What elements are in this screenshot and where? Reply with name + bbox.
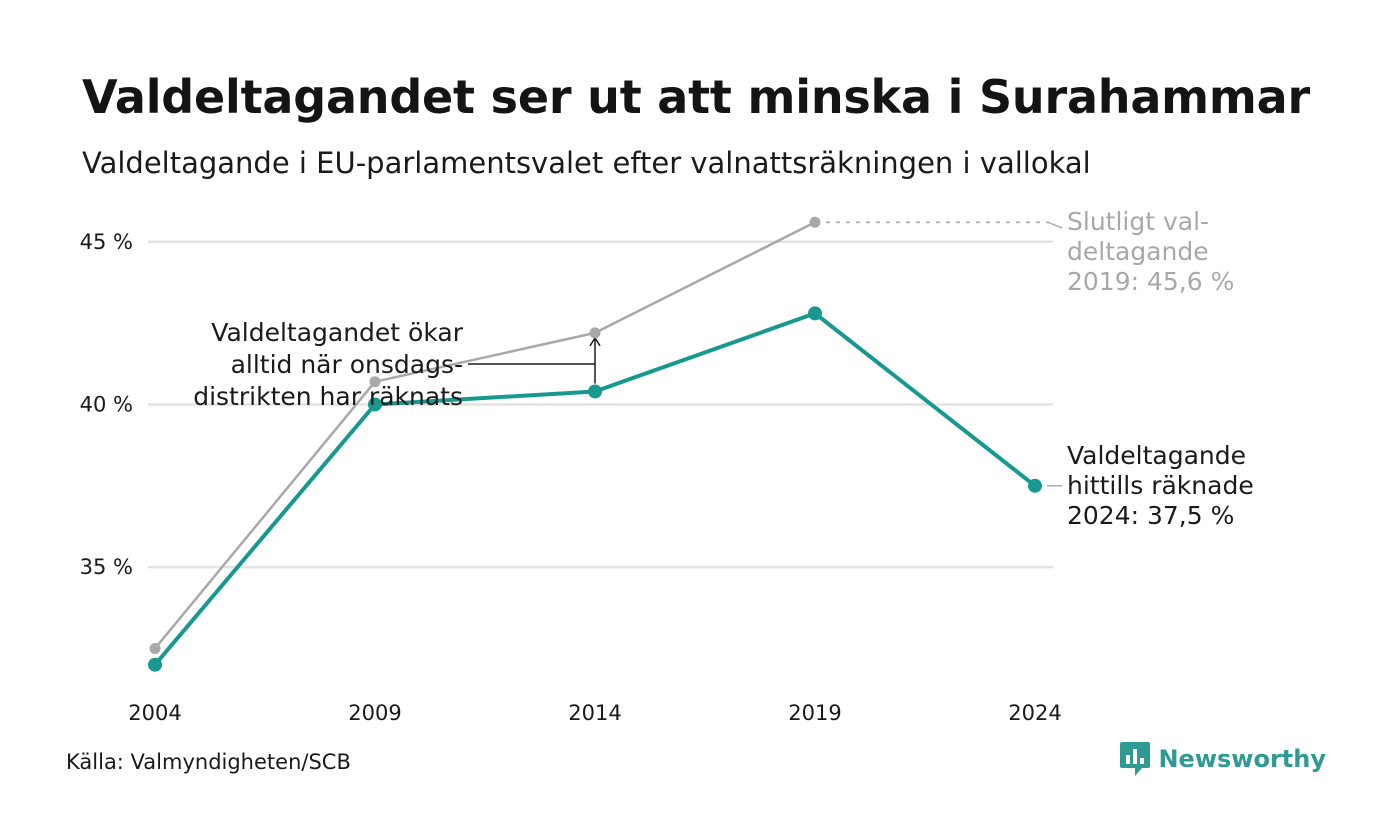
x-tick-label: 2024 [1008, 701, 1061, 725]
source-note: Källa: Valmyndigheten/SCB [66, 750, 351, 774]
data-point-final [589, 327, 601, 339]
series-line-final [154, 221, 816, 650]
annotation-wednesday: alltid när onsdags- [231, 350, 463, 379]
data-point-valnatt [1028, 478, 1042, 493]
annotation-wednesday: Valdeltagandet ökar [211, 318, 463, 347]
data-point-final [369, 376, 381, 388]
annotation-final-2019: 2019: 45,6 % [1067, 267, 1234, 296]
x-tick-label: 2004 [128, 701, 181, 725]
brand-name: Newsworthy [1158, 745, 1326, 773]
y-tick-label: 40 % [80, 392, 133, 416]
data-point-final [149, 642, 161, 654]
chart-title: Valdeltagandet ser ut att minska i Surah… [82, 70, 1310, 124]
x-tick-label: 2009 [348, 701, 401, 725]
data-point-valnatt [588, 384, 602, 399]
bar-chart-icon [1120, 742, 1151, 776]
x-tick-label: 2019 [788, 701, 841, 725]
chart-subtitle: Valdeltagande i EU-parlamentsvalet efter… [82, 146, 1091, 180]
annotation-current-2024: Valdeltagande [1067, 441, 1246, 470]
data-point-valnatt [148, 657, 162, 672]
brand-logo[interactable]: Newsworthy [1120, 742, 1326, 776]
annotation-final-2019: Slutligt val- [1067, 207, 1209, 236]
y-tick-label: 45 % [80, 230, 133, 254]
annotation-wednesday: distrikten har räknats [193, 382, 463, 411]
data-point-final [809, 216, 821, 228]
annotation-current-2024: hittills räknade [1067, 471, 1254, 500]
line-chart: 35 % 40 % 45 % 2004 2009 2014 2019 2024 Slutligt… [80, 207, 1254, 725]
annotation-leader [1047, 221, 1063, 229]
annotation-final-2019: deltagande [1067, 237, 1209, 266]
annotation-current-2024: 2024: 37,5 % [1067, 501, 1234, 530]
y-tick-label: 35 % [80, 555, 133, 579]
data-point-valnatt [368, 397, 382, 412]
x-tick-label: 2014 [568, 701, 621, 725]
data-point-valnatt [808, 306, 822, 321]
